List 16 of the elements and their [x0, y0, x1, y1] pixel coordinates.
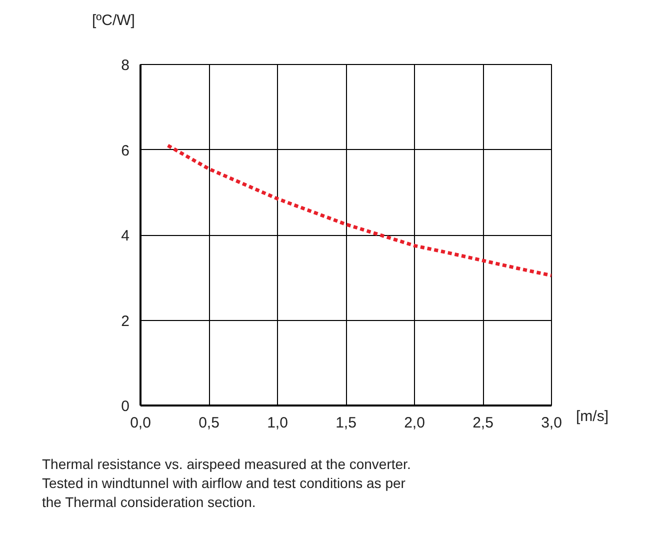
- line-series: [166, 144, 552, 278]
- x-axis-title: [m/s]: [576, 407, 608, 427]
- x-tick-label: 1,0: [267, 414, 288, 432]
- x-tick-label: 3,0: [541, 414, 562, 432]
- text: Thermal resistance vs. airspeed measured at the converter. Tested in windtunnel with airflow and test conditions as per the Thermal consideration section.: [42, 455, 411, 512]
- x-tick-label: 1,5: [336, 414, 356, 432]
- x-tick-label: 0,0: [130, 414, 151, 432]
- x-tick-label: 2,0: [404, 414, 425, 432]
- y-tick-label: 6: [121, 142, 130, 160]
- y-tick-label: 4: [121, 228, 130, 244]
- y-tick-label: 8: [121, 57, 130, 74]
- y-tick-label: 0: [121, 398, 130, 415]
- x-tick-label: 0,5: [198, 414, 220, 432]
- x-tick-label: 2,5: [472, 414, 494, 432]
- y-tick-label: 2: [121, 312, 130, 330]
- y-axis-title: [ºC/W]: [92, 11, 135, 31]
